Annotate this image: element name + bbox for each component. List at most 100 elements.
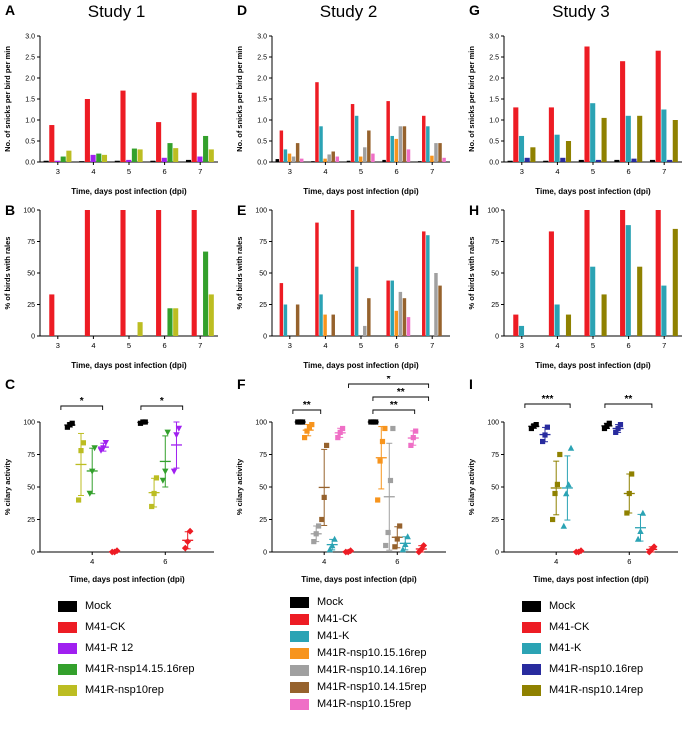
legend-swatch <box>290 681 309 693</box>
svg-text:3: 3 <box>56 341 60 350</box>
svg-text:7: 7 <box>662 167 666 176</box>
legend-item-mock: Mock <box>522 600 696 612</box>
legend-swatch <box>58 663 77 675</box>
svg-text:0: 0 <box>495 334 499 341</box>
panel-e-rales-chart: E 0 25 50 75 100% of birds with rales Time, d… <box>232 202 464 372</box>
svg-text:5: 5 <box>591 341 595 350</box>
svg-text:Time, days post infection (dpi: Time, days post infection (dpi) <box>69 575 185 584</box>
legend-swatch <box>58 642 77 654</box>
legend-label: M41-K <box>317 630 350 642</box>
panel-letter-h: H <box>469 202 480 218</box>
svg-text:5: 5 <box>359 167 363 176</box>
legend-label: Mock <box>549 600 576 612</box>
svg-text:7: 7 <box>430 167 434 176</box>
svg-text:% cilary activity: % cilary activity <box>3 458 12 515</box>
svg-text:**: ** <box>397 387 405 398</box>
legend-label: M41R-nsp10.15.16rep <box>317 647 427 659</box>
legend-item-m41-ck: M41-CK <box>58 621 232 633</box>
svg-text:No. of snicks per bird per min: No. of snicks per bird per min <box>235 46 244 152</box>
svg-text:3.0: 3.0 <box>257 34 267 41</box>
svg-text:4: 4 <box>323 341 327 350</box>
legend-swatch <box>58 600 77 612</box>
legend-swatch <box>290 698 309 710</box>
svg-text:50: 50 <box>259 485 267 492</box>
legend-label: M41-K <box>549 642 582 654</box>
svg-text:4: 4 <box>90 557 94 566</box>
study-3-column: G Study 3 0.0 0.5 1.0 1.5 2.0 2.5 3.0 No. of sn… <box>464 2 696 710</box>
svg-text:100: 100 <box>23 420 35 427</box>
svg-text:75: 75 <box>491 239 499 246</box>
svg-text:50: 50 <box>27 271 35 278</box>
legend-swatch <box>522 600 541 612</box>
legend-item-m41r-nsp10rep: M41R-nsp10rep <box>58 684 232 696</box>
svg-text:Time, days post infection (dpi: Time, days post infection (dpi) <box>71 187 187 196</box>
svg-text:5: 5 <box>127 341 131 350</box>
legend-label: M41R-nsp10.14.16rep <box>317 664 427 676</box>
svg-text:5: 5 <box>359 341 363 350</box>
legend-study-3: Mock M41-CK M41-K M41R-nsp10.16rep M41R-nsp1… <box>522 600 696 696</box>
svg-text:3.0: 3.0 <box>489 34 499 41</box>
svg-text:5: 5 <box>591 167 595 176</box>
svg-text:0.0: 0.0 <box>489 160 499 167</box>
legend-label: M41-CK <box>85 621 126 633</box>
legend-item-m41-ck: M41-CK <box>522 621 696 633</box>
svg-text:3: 3 <box>520 167 524 176</box>
legend-label: Mock <box>317 596 344 608</box>
svg-text:50: 50 <box>491 485 499 492</box>
svg-text:**: ** <box>625 394 633 405</box>
panel-f-ciliary-chart: F 0 25 50 75 100 % cilary activity Time, days … <box>232 376 464 586</box>
svg-text:0.5: 0.5 <box>257 139 267 146</box>
legend-swatch <box>522 684 541 696</box>
legend-swatch <box>58 684 77 696</box>
svg-text:6: 6 <box>627 341 631 350</box>
svg-text:7: 7 <box>198 167 202 176</box>
svg-text:*: * <box>387 376 391 385</box>
legend-swatch <box>290 647 309 659</box>
panel-h-rales-chart: H 0 25 50 75 100% of birds with rales Time, d… <box>464 202 696 372</box>
svg-text:75: 75 <box>27 452 35 459</box>
legend-label: M41R-nsp10.14rep <box>549 684 644 696</box>
panel-letter-e: E <box>237 202 247 218</box>
svg-text:3: 3 <box>288 341 292 350</box>
snicks-bar-chart-study-1: 0.0 0.5 1.0 1.5 2.0 2.5 3.0 No. of snicks per b… <box>3 34 218 196</box>
svg-text:75: 75 <box>259 239 267 246</box>
panel-d-snicks-chart: 0.0 0.5 1.0 1.5 2.0 2.5 3.0 No. of snicks per b… <box>232 28 464 198</box>
svg-text:100: 100 <box>487 208 499 215</box>
legend-label: M41R-nsp10rep <box>85 684 164 696</box>
svg-text:6: 6 <box>163 341 167 350</box>
legend-item-m41-ck: M41-CK <box>290 613 464 625</box>
svg-text:4: 4 <box>555 341 559 350</box>
svg-text:4: 4 <box>322 557 326 566</box>
svg-text:100: 100 <box>23 208 35 215</box>
svg-text:1.5: 1.5 <box>489 97 499 104</box>
svg-text:75: 75 <box>259 452 267 459</box>
legend-label: M41R-nsp14.15.16rep <box>85 663 195 675</box>
svg-text:% cilary activity: % cilary activity <box>235 458 244 515</box>
panel-b-rales-chart: B 0 25 50 75 100% of birds with rales Time, d… <box>0 202 232 372</box>
legend-label: M41-CK <box>549 621 590 633</box>
svg-text:3: 3 <box>56 167 60 176</box>
legend-study-1: Mock M41-CK M41-R 12 M41R-nsp14.15.16rep M41… <box>58 600 232 696</box>
svg-text:5: 5 <box>127 167 131 176</box>
legend-item-m41r-nsp14-15-16rep: M41R-nsp14.15.16rep <box>58 663 232 675</box>
snicks-bar-chart-study-2: 0.0 0.5 1.0 1.5 2.0 2.5 3.0 No. of snicks per b… <box>235 34 450 196</box>
svg-text:% cilary activity: % cilary activity <box>467 458 476 515</box>
ciliary-scatter-chart-study-3: 0 25 50 75 100 % cilary activity Time, days po… <box>467 394 678 584</box>
legend-item-m41r-nsp10-16rep: M41R-nsp10.16rep <box>522 663 696 675</box>
legend-study-2: Mock M41-CK M41-K M41R-nsp10.15.16rep M41R-n… <box>290 596 464 710</box>
panel-letter-g: G <box>469 2 480 18</box>
svg-text:50: 50 <box>491 271 499 278</box>
svg-text:Time, days post infection (dpi: Time, days post infection (dpi) <box>535 361 651 370</box>
legend-item-m41r-nsp10-14-15rep: M41R-nsp10.14.15rep <box>290 681 464 693</box>
ciliary-scatter-chart-study-1: 0 25 50 75 100 % cilary activity Time, days po… <box>3 396 214 584</box>
svg-text:100: 100 <box>255 420 267 427</box>
study-2-header: D Study 2 <box>232 2 464 28</box>
svg-text:**: ** <box>390 400 398 411</box>
legend-item-mock: Mock <box>290 596 464 608</box>
svg-text:% of birds with rales: % of birds with rales <box>235 237 244 310</box>
svg-text:2.5: 2.5 <box>489 55 499 62</box>
svg-text:6: 6 <box>163 167 167 176</box>
svg-text:Time, days post infection (dpi: Time, days post infection (dpi) <box>303 187 419 196</box>
svg-text:100: 100 <box>487 420 499 427</box>
